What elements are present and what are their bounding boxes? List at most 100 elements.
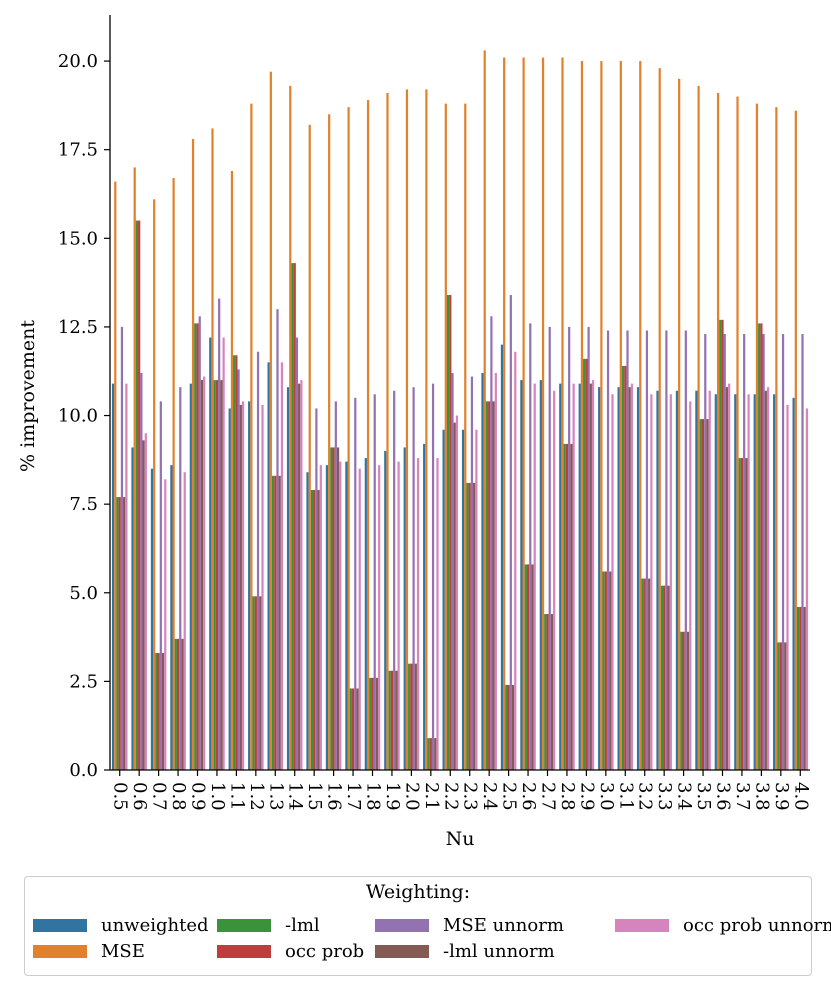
- legend-item: MSE: [33, 941, 145, 962]
- x-tick-label: 1.4: [285, 782, 306, 811]
- bar-unweighted-1.3: [267, 362, 270, 770]
- x-tick-label: 0.7: [149, 782, 170, 811]
- bar-mse-1.5: [308, 124, 311, 770]
- bar-mse-2.2: [444, 103, 447, 771]
- x-tick-label: 1.0: [207, 782, 228, 811]
- bar-mse-unnorm-2.9: [587, 326, 590, 770]
- bar-unweighted-2.4: [481, 373, 484, 770]
- bar-lml-unnorm-0.8: [181, 638, 184, 770]
- x-tick-label: 2.2: [440, 782, 461, 811]
- legend-label: MSE: [101, 941, 145, 962]
- bar-mse-3.1: [619, 61, 622, 770]
- y-tick-label: 17.5: [58, 140, 98, 161]
- bar-lml-2.0: [408, 663, 411, 770]
- bar-lml-1.5: [310, 489, 314, 770]
- legend-swatch: [217, 919, 271, 932]
- bar-occ-prob-unnorm-0.9: [203, 376, 206, 770]
- bar-lml-unnorm-1.1: [239, 404, 242, 770]
- y-tick-label: 5.0: [69, 583, 98, 604]
- bar-occ-prob-unnorm-3.4: [689, 401, 692, 770]
- bar-unweighted-2.5: [500, 344, 504, 770]
- bar-lml-1.4: [291, 263, 294, 770]
- bar-mse-3.3: [658, 68, 661, 771]
- bar-lml-3.4: [680, 631, 683, 770]
- bar-mse-unnorm-4.0: [801, 334, 804, 770]
- bar-mse-1.6: [328, 114, 331, 770]
- x-tick-label: 3.5: [693, 782, 714, 811]
- bar-mse-unnorm-0.5: [120, 326, 124, 770]
- bar-mse-3.7: [736, 96, 739, 770]
- bar-occ-prob-1.2: [254, 596, 257, 770]
- bar-mse-unnorm-2.6: [529, 323, 532, 770]
- bar-lml-unnorm-1.0: [220, 380, 223, 770]
- bar-occ-prob-3.9: [779, 642, 782, 770]
- x-tick-label: 3.7: [732, 782, 753, 811]
- bar-occ-prob-2.5: [507, 684, 510, 770]
- bar-occ-prob-unnorm-2.1: [436, 458, 439, 770]
- bar-lml-unnorm-3.1: [628, 387, 631, 770]
- bar-lml-unnorm-4.0: [803, 606, 806, 770]
- bar-occ-prob-3.4: [682, 631, 685, 770]
- bar-mse-unnorm-2.7: [548, 326, 551, 770]
- y-tick-label: 12.5: [58, 317, 98, 338]
- bar-mse-2.7: [541, 57, 545, 771]
- y-tick-label: 0.0: [69, 760, 98, 781]
- bar-mse-2.8: [561, 57, 564, 771]
- bar-lml-unnorm-0.9: [200, 380, 204, 770]
- bar-unweighted-1.7: [345, 461, 348, 770]
- bar-mse-unnorm-1.9: [393, 390, 396, 770]
- bar-lml-0.8: [174, 638, 177, 770]
- bar-mse-unnorm-2.2: [451, 373, 454, 770]
- legend-label: -lml: [285, 915, 320, 936]
- bar-lml-unnorm-1.4: [298, 383, 301, 770]
- bar-occ-prob-2.2: [449, 295, 452, 770]
- bar-lml-3.1: [621, 365, 625, 770]
- bar-unweighted-4.0: [792, 397, 795, 770]
- bar-unweighted-1.8: [364, 458, 367, 770]
- legend-label: -lml unnorm: [443, 941, 555, 962]
- bar-mse-1.9: [386, 92, 389, 771]
- y-tick-label: 10.0: [58, 406, 98, 427]
- bar-occ-prob-unnorm-0.5: [125, 383, 128, 770]
- bar-unweighted-3.9: [773, 394, 776, 770]
- bar-mse-unnorm-0.8: [179, 387, 182, 770]
- bar-occ-prob-0.6: [138, 220, 141, 771]
- bar-lml-unnorm-1.5: [317, 489, 320, 770]
- bar-lml-unnorm-0.7: [161, 653, 165, 770]
- bar-lml-2.4: [485, 401, 489, 770]
- bar-unweighted-2.6: [520, 380, 523, 770]
- bar-occ-prob-1.3: [274, 475, 277, 770]
- x-tick-label: 2.6: [518, 782, 539, 811]
- bar-mse-unnorm-3.6: [723, 334, 726, 770]
- bar-occ-prob-unnorm-1.9: [397, 461, 400, 770]
- bar-lml-1.1: [233, 355, 236, 770]
- bar-mse-unnorm-1.4: [295, 337, 299, 770]
- bar-lml-4.0: [796, 606, 800, 770]
- bar-lml-0.9: [194, 323, 197, 770]
- bar-lml-unnorm-3.9: [784, 642, 787, 770]
- bar-unweighted-3.6: [714, 394, 717, 770]
- bar-occ-prob-unnorm-1.4: [300, 380, 303, 770]
- bar-lml-1.0: [213, 380, 216, 770]
- bar-occ-prob-3.7: [740, 458, 744, 770]
- legend-swatch: [217, 945, 271, 958]
- bar-occ-prob-1.8: [371, 677, 374, 770]
- x-tick-label: 3.8: [751, 782, 772, 811]
- bar-mse-0.6: [133, 167, 136, 771]
- bar-mse-1.8: [366, 100, 370, 770]
- bar-occ-prob-2.3: [468, 482, 471, 770]
- bar-unweighted-3.2: [636, 387, 640, 770]
- bar-mse-unnorm-2.4: [490, 316, 493, 770]
- bar-lml-3.5: [699, 419, 702, 770]
- bar-mse-unnorm-3.7: [743, 334, 746, 770]
- bar-mse-2.0: [405, 89, 409, 770]
- x-axis-title: Nu: [446, 828, 475, 850]
- bar-mse-3.6: [716, 92, 720, 771]
- bar-lml-unnorm-1.3: [278, 475, 281, 770]
- bar-occ-prob-1.0: [215, 380, 219, 770]
- bar-lml-1.3: [271, 475, 275, 770]
- x-tick-label: 2.0: [401, 782, 422, 811]
- bar-occ-prob-unnorm-2.9: [591, 380, 595, 770]
- bar-mse-unnorm-3.5: [704, 334, 707, 770]
- bar-occ-prob-unnorm-3.1: [630, 383, 634, 770]
